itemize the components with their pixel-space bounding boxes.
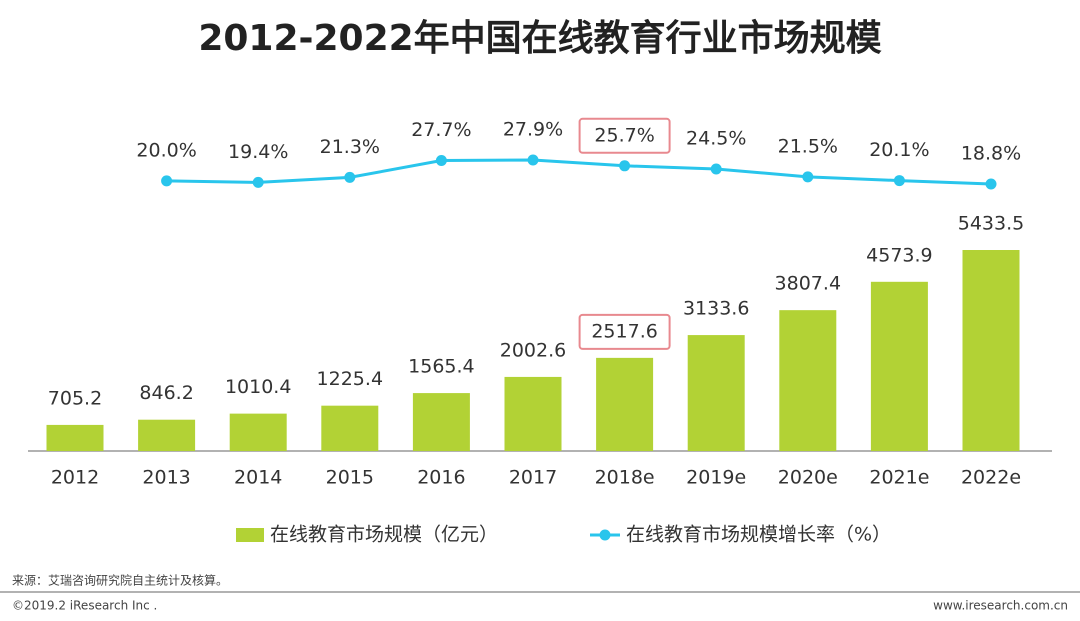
website: www.iresearch.com.cn xyxy=(933,599,1068,613)
line-label: 27.7% xyxy=(411,119,471,141)
bar xyxy=(412,393,470,451)
growth-line xyxy=(166,158,992,186)
bar-label: 3133.6 xyxy=(683,298,749,320)
line-label: 20.0% xyxy=(136,139,196,161)
growth-point xyxy=(619,160,631,172)
line-label: 25.7% xyxy=(594,124,654,146)
line-label: 21.5% xyxy=(778,135,838,157)
line-label: 20.1% xyxy=(869,139,929,161)
growth-point xyxy=(802,171,814,183)
bar-label: 3807.4 xyxy=(775,273,841,295)
x-tick-label: 2021e xyxy=(869,467,929,489)
growth-point xyxy=(435,155,447,167)
x-tick-label: 2016 xyxy=(417,467,465,489)
x-tick-label: 2013 xyxy=(142,467,190,489)
bar xyxy=(138,419,196,451)
growth-point xyxy=(710,163,722,175)
legend-label: 在线教育市场规模（亿元） xyxy=(270,524,498,546)
growth-point xyxy=(252,176,264,188)
bar xyxy=(687,335,745,451)
growth-point xyxy=(893,175,905,187)
bar-label: 1565.4 xyxy=(408,356,474,378)
bar-label: 1010.4 xyxy=(225,376,291,398)
bar-label: 1225.4 xyxy=(317,368,383,390)
bar xyxy=(229,413,287,451)
bar-label: 5433.5 xyxy=(958,213,1024,235)
source: 来源：艾瑞咨询研究院自主统计及核算。 xyxy=(12,573,228,588)
bar-label: 846.2 xyxy=(139,382,193,404)
growth-point xyxy=(161,175,173,187)
x-tick-label: 2020e xyxy=(778,467,838,489)
legend-swatch xyxy=(599,529,611,541)
bar-label: 4573.9 xyxy=(866,244,932,266)
copyright: ©2019.2 iResearch Inc . xyxy=(12,599,157,613)
bar-label: 2002.6 xyxy=(500,339,566,361)
bar xyxy=(46,424,104,451)
bar xyxy=(596,357,654,451)
x-tick-label: 2018e xyxy=(595,467,655,489)
x-tick-label: 2012 xyxy=(51,467,99,489)
x-tick-label: 2014 xyxy=(234,467,282,489)
highlight-box xyxy=(578,313,671,350)
bar-label: 705.2 xyxy=(48,387,102,409)
bar-label: 2517.6 xyxy=(591,320,657,342)
x-tick-label: 2022e xyxy=(961,467,1021,489)
chart-title: 2012-2022年中国在线教育行业市场规模 xyxy=(198,18,881,59)
bar xyxy=(321,405,379,451)
growth-point xyxy=(527,154,539,166)
bar xyxy=(504,376,562,451)
bar xyxy=(870,281,928,451)
highlight-box xyxy=(578,117,671,154)
bar xyxy=(779,310,837,451)
line-label: 19.4% xyxy=(228,141,288,163)
growth-point xyxy=(985,178,997,190)
growth-point xyxy=(344,171,356,183)
line-label: 21.3% xyxy=(320,136,380,158)
line-label: 27.9% xyxy=(503,119,563,141)
line-label: 24.5% xyxy=(686,127,746,149)
legend-label: 在线教育市场规模增长率（%） xyxy=(626,524,891,546)
x-tick-label: 2015 xyxy=(326,467,374,489)
bar xyxy=(962,250,1020,451)
legend-swatch xyxy=(236,528,264,542)
x-tick-label: 2017 xyxy=(509,467,557,489)
line-label: 18.8% xyxy=(961,143,1021,165)
x-tick-label: 2019e xyxy=(686,467,746,489)
